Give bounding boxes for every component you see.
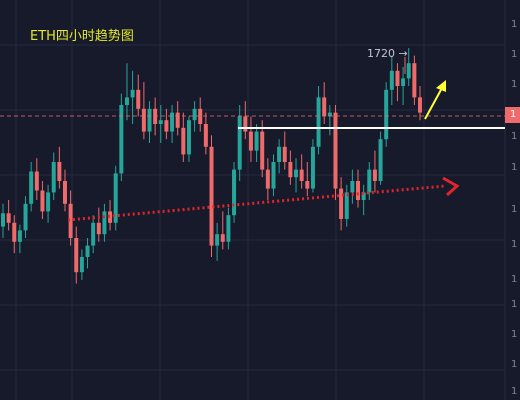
candle-body [333,112,338,189]
candle-body [271,162,276,189]
candle-body [288,162,293,178]
candle-body [181,127,186,155]
candle-body [254,131,259,151]
candle-body [203,124,208,147]
candle-body [384,89,389,140]
price-axis-tick: 1 [511,204,518,215]
candle-body [344,192,349,219]
candle-body [192,108,197,121]
candle-body [327,112,332,117]
candle-body [265,169,270,189]
price-axis-tick: 1 [511,162,518,173]
candle-body [23,203,28,231]
candle-body [367,169,372,193]
candle-body [277,146,282,162]
candle-body [299,169,304,181]
price-axis-tick: 1 [511,386,518,397]
candle-body [406,63,411,79]
candle-body [79,257,84,273]
candles [1,48,422,284]
candle-body [401,78,406,86]
candle-body [248,131,253,151]
candle-body [175,112,180,128]
candle-body [141,108,146,132]
candle-body [260,131,265,170]
price-axis-tick: 1 [511,274,518,285]
candle-body [418,97,422,113]
price-axis-tick: 1 [511,359,518,370]
candle-body [6,213,11,223]
price-axis-tick: 1 [511,299,518,310]
price-axis-tick: 1 [511,19,518,30]
current-price-tag: 1 [505,107,520,123]
candle-body [147,108,152,132]
up-arrow-head [436,80,446,92]
candle-body [158,120,163,124]
candle-body [91,222,96,246]
candle-body [372,169,377,181]
candle-body [316,97,321,147]
candle-body [130,89,135,98]
up-arrow-shaft [424,87,443,120]
candle-body [40,190,45,212]
candle-body [305,181,310,189]
candle-body [46,192,51,212]
candle-body [34,171,39,191]
candle-body [113,173,118,223]
candle-body [198,108,203,124]
candle-body [68,203,73,238]
candle-body [102,211,107,235]
candle-body [395,70,400,86]
candle-body [85,245,90,257]
candle-body [12,222,17,242]
price-axis-tick: 1 [511,239,518,250]
candle-body [339,188,344,219]
candle-body [356,181,361,200]
candle-body [350,181,355,193]
candle-body [226,215,231,242]
price-axis-tick: 1 [511,49,518,60]
candle-body [170,112,175,132]
candle-body [215,234,220,246]
candle-body [322,97,327,117]
overlays [0,57,505,222]
candle-body [51,162,56,193]
candle-body [136,89,141,109]
high-price-label: 1720 → [367,47,408,60]
candle-body [1,213,5,227]
candle-body [17,230,22,242]
candle-body [29,171,34,204]
candle-body [294,169,299,178]
candle-body [412,63,417,98]
candle-body [220,234,225,242]
candle-body [389,70,394,90]
candle-body [57,162,62,181]
candle-body [282,146,287,162]
candle-body [96,222,101,235]
candle-body [243,116,248,132]
price-axis-tick: 1 [511,329,518,340]
candle-body [361,192,366,200]
price-axis-tick: 1 [511,131,518,142]
candle-body [124,97,129,105]
candle-body [310,146,315,189]
candle-body [378,139,383,181]
candle-body [209,146,214,246]
candle-body [108,211,113,223]
grid [0,0,506,400]
chart-title: ETH四小时趋势图 [30,29,134,44]
candle-body [62,181,67,204]
candle-body [186,120,191,155]
candle-body [237,116,242,170]
trendline-arrowhead [442,176,460,197]
candle-body [119,105,124,174]
candle-body [164,120,169,132]
candle-body [232,169,237,216]
candle-body [74,238,79,273]
price-axis-tick: 1 [511,79,518,90]
support-trendline [67,184,446,222]
